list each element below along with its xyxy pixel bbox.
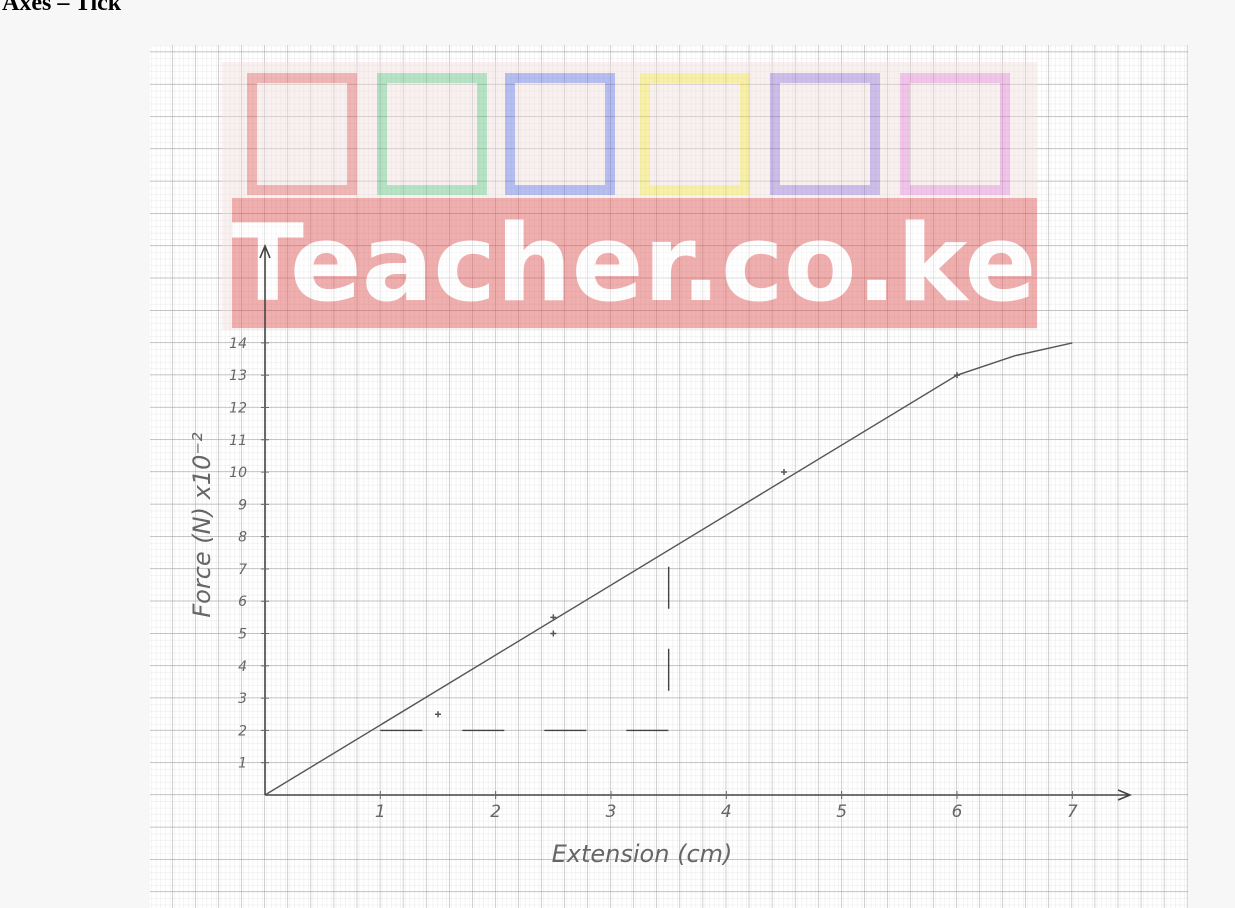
y-axis-label: Force (N) x10⁻² bbox=[188, 432, 216, 618]
y-tick-label: 13 bbox=[229, 368, 247, 384]
y-tick-label: 8 bbox=[238, 530, 247, 546]
watermark: Teacher.co.ke bbox=[222, 62, 1037, 330]
y-tick-label: 14 bbox=[229, 336, 247, 352]
y-tick-label: 2 bbox=[238, 723, 247, 739]
x-tick-label: 7 bbox=[1067, 802, 1078, 822]
y-tick-label: 7 bbox=[238, 562, 247, 578]
y-tick-label: 6 bbox=[238, 594, 247, 610]
y-tick-label: 4 bbox=[238, 659, 247, 675]
y-tick-label: 12 bbox=[229, 400, 247, 416]
x-tick-label: 3 bbox=[606, 802, 617, 822]
x-tick-label: 5 bbox=[836, 802, 847, 822]
y-tick-label: 1 bbox=[238, 756, 247, 772]
y-tick-label: 10 bbox=[229, 465, 247, 481]
x-tick-label: 6 bbox=[952, 802, 963, 822]
x-tick-label: 2 bbox=[490, 802, 501, 822]
page: Teacher.co.ke Axes – Tick 12345671234567… bbox=[0, 0, 1235, 908]
watermark-text: Teacher.co.ke bbox=[232, 202, 1037, 325]
x-axis-label: Extension (cm) bbox=[552, 840, 733, 868]
y-tick-label: 11 bbox=[229, 433, 247, 449]
x-tick-label: 1 bbox=[375, 802, 386, 822]
heading: Axes – Tick bbox=[2, 0, 122, 16]
y-tick-label: 3 bbox=[238, 691, 247, 707]
chart: Teacher.co.ke Axes – Tick 12345671234567… bbox=[0, 0, 1235, 908]
y-tick-label: 5 bbox=[238, 627, 247, 643]
x-tick-label: 4 bbox=[721, 802, 732, 822]
y-tick-label: 9 bbox=[238, 497, 247, 513]
